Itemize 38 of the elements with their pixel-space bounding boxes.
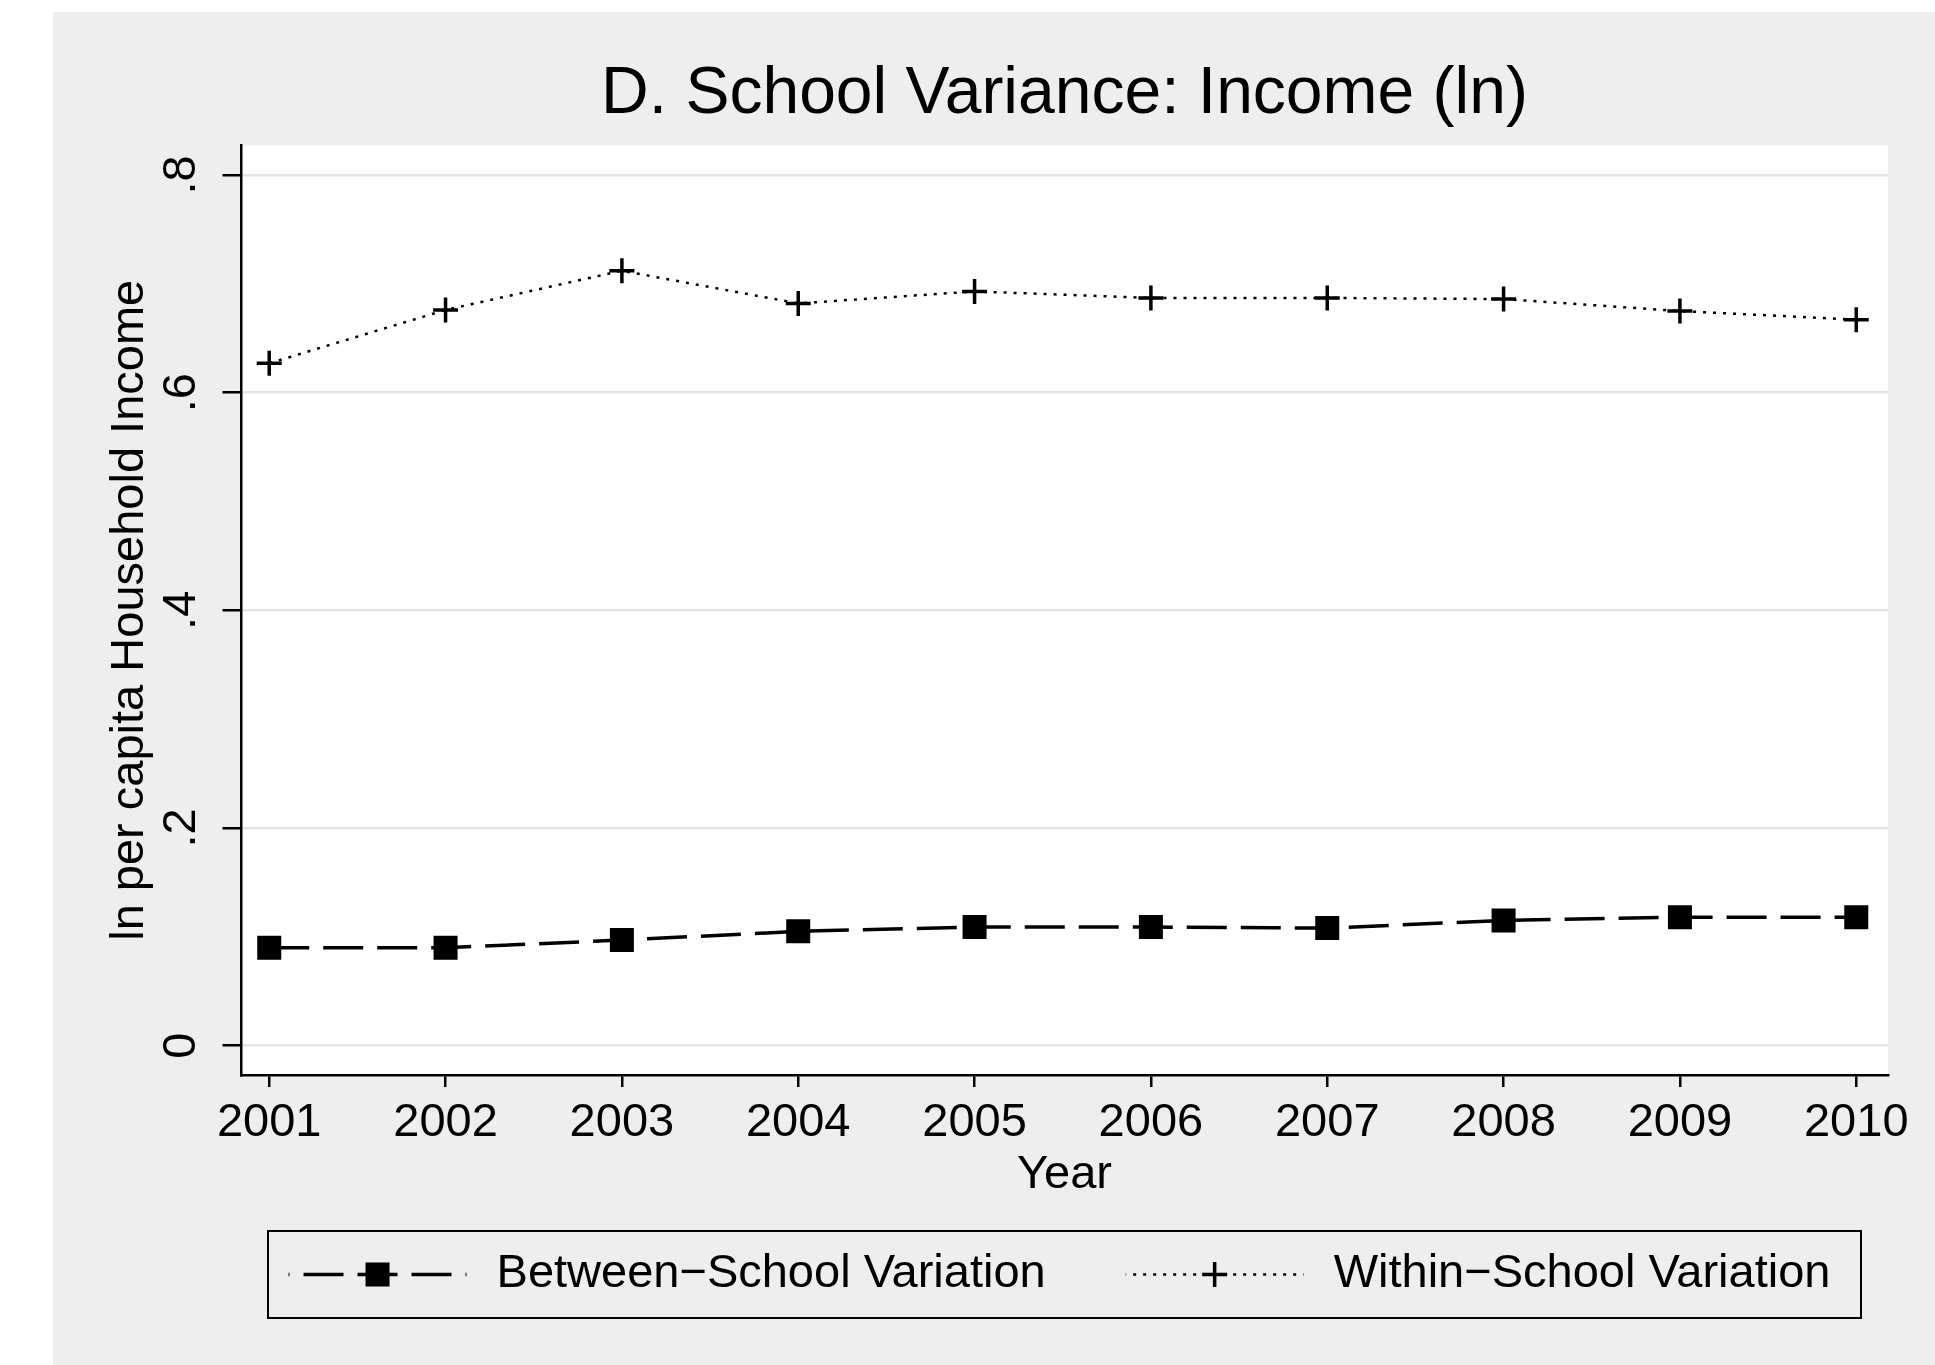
point: [962, 914, 987, 939]
y-tick-label: .6: [152, 373, 206, 413]
y-axis-title: ln per capita Household Income: [99, 279, 153, 941]
y-tick-label: 0: [152, 1032, 206, 1059]
point: [256, 350, 282, 376]
x-tick-label: 2008: [1451, 1093, 1556, 1147]
point: [786, 919, 811, 944]
point: [1315, 916, 1340, 941]
point: [257, 935, 282, 960]
x-tick-label: 2003: [569, 1093, 675, 1147]
legend-label: Between−School Variation: [496, 1244, 1046, 1298]
x-tick-label: 2005: [922, 1093, 1027, 1147]
x-axis-title: Year: [1017, 1144, 1112, 1198]
point: [1667, 298, 1693, 324]
point: [1491, 286, 1517, 312]
point: [609, 258, 635, 284]
x-tick-label: 2001: [216, 1093, 322, 1147]
point: [1138, 914, 1163, 939]
point: [433, 297, 459, 323]
point: [1314, 285, 1340, 311]
point: [1667, 905, 1692, 930]
x-tick-label: 2007: [1274, 1093, 1380, 1147]
chart-title: D. School Variance: Income (ln): [601, 53, 1528, 128]
x-tick-label: 2002: [393, 1093, 498, 1147]
y-tick-label: .2: [152, 808, 206, 848]
y-tick-label: .4: [152, 590, 206, 630]
point: [1844, 905, 1869, 930]
y-tick-label: .8: [152, 155, 206, 195]
point: [1491, 908, 1516, 933]
point: [609, 928, 634, 953]
x-tick-label: 2009: [1627, 1093, 1733, 1147]
legend-label: Within−School Variation: [1333, 1244, 1831, 1298]
x-tick-label: 2006: [1098, 1093, 1204, 1147]
point: [785, 290, 811, 316]
point: [433, 935, 458, 960]
x-tick-label: 2004: [745, 1093, 851, 1147]
x-tick-label: 2010: [1803, 1093, 1909, 1147]
point: [1138, 285, 1164, 311]
